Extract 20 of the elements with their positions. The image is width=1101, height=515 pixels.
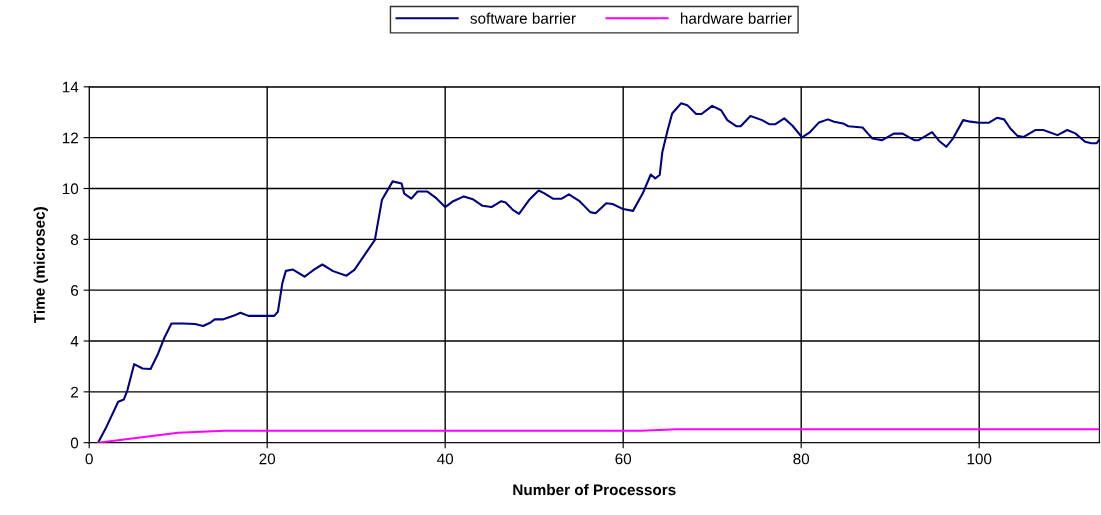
x-tick-label: 100	[967, 453, 992, 465]
line-series	[97, 102, 1100, 443]
y-tick-label: 10	[62, 183, 79, 195]
legend-label: software barrier	[470, 12, 576, 24]
x-axis-title: Number of Processors	[513, 484, 676, 496]
y-tick-label: 4	[70, 336, 79, 347]
line-series	[97, 428, 1100, 443]
y-tick-label: 2	[71, 386, 78, 398]
y-axis-title: Time (microsec)	[33, 207, 48, 324]
x-tick-label: 80	[793, 453, 810, 465]
y-tick-label: 6	[71, 285, 79, 296]
x-tick-label: 0	[85, 453, 93, 465]
y-tick-label: 8	[70, 234, 79, 246]
x-tick-label: 60	[615, 453, 632, 465]
x-tick-label: 40	[437, 453, 454, 465]
x-tick-label: 20	[259, 453, 276, 465]
y-tick-label: 14	[62, 81, 79, 93]
y-tick-label: 12	[62, 132, 78, 144]
legend-label: hardware barrier	[680, 12, 792, 24]
y-tick-label: 0	[70, 437, 79, 449]
